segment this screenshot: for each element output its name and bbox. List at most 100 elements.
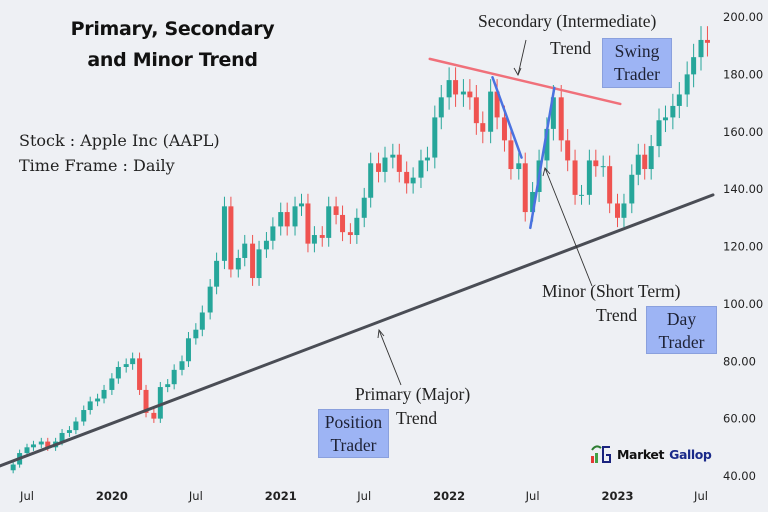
candle-body (326, 206, 332, 238)
x-tick-label: Jul (356, 489, 371, 503)
candle-body (494, 91, 500, 118)
candle-body (354, 217, 360, 236)
candle-body (284, 212, 290, 227)
x-axis: Jul 2020 Jul 2021 Jul 2022 Jul 2023 Jul (19, 489, 708, 503)
candle-body (488, 91, 494, 132)
market-gallop-logo: Market Gallop (590, 444, 712, 464)
candle-body (691, 57, 697, 75)
x-tick-label: 2020 (96, 489, 128, 503)
candle-body (199, 312, 205, 330)
candle-body (572, 160, 578, 195)
candle-body (586, 160, 592, 195)
candle-body (270, 226, 276, 241)
candle-body (298, 203, 304, 207)
candle-body (614, 203, 620, 218)
candle-body (382, 157, 388, 172)
secondary-arrow-head (513, 67, 522, 77)
candle-body (544, 128, 550, 161)
candle-body (480, 123, 486, 132)
x-tick-label: Jul (188, 489, 203, 503)
candle-body (656, 120, 662, 147)
candle-body (115, 366, 121, 379)
y-tick-label: 180.00 (723, 67, 763, 81)
candle-body (87, 401, 93, 411)
candles (10, 26, 710, 474)
candle-body (438, 97, 444, 118)
candle-body (662, 117, 668, 121)
swing-trader-line-2: Trader (613, 64, 660, 84)
candle-body (214, 260, 220, 287)
y-tick-label: 160.00 (723, 125, 763, 139)
x-tick-label: 2022 (433, 489, 465, 503)
candle-body (235, 257, 241, 270)
candle-body (24, 447, 30, 454)
secondary-trendline (428, 57, 622, 106)
candle-body (642, 154, 648, 170)
candle-body (45, 441, 51, 448)
secondary-arrow (517, 39, 527, 76)
candle-body (165, 384, 171, 388)
x-tick-label: 2021 (265, 489, 297, 503)
primary-trend-word: Trend (396, 408, 438, 428)
title-line-2: and Minor Trend (87, 49, 258, 71)
y-axis: 40.00 60.00 80.00 100.00 120.00 140.00 160.00 1… (723, 10, 763, 483)
candle-body (263, 240, 269, 250)
candle-body (467, 91, 473, 98)
y-tick-label: 40.00 (723, 469, 756, 483)
candle-body (81, 410, 87, 422)
annotation-arrows (377, 39, 593, 386)
candle-body (242, 243, 248, 258)
candle-body (432, 117, 438, 158)
candle-body (278, 212, 284, 227)
candle-body (143, 389, 149, 413)
position-trader-line-1: Position (324, 412, 383, 432)
candle-body (629, 174, 635, 204)
candle-body (340, 214, 346, 233)
candle-body (123, 364, 129, 367)
candle-body (333, 206, 339, 215)
candle-body (550, 97, 556, 129)
day-trader-line-2: Trader (658, 332, 705, 352)
secondary-trend-label: Secondary (Intermediate) (478, 11, 657, 31)
primary-arrow (378, 329, 402, 386)
minor-trend-label: Minor (Short Term) (542, 281, 681, 301)
primary-trend-label: Primary (Major) (355, 384, 471, 404)
y-tick-label: 140.00 (723, 182, 763, 196)
candle-body (676, 94, 682, 106)
candle-body (157, 387, 163, 419)
candle-body (593, 160, 599, 167)
candle-body (501, 117, 507, 141)
candle-body (305, 203, 311, 244)
candle-body (460, 91, 466, 95)
candle-body (508, 140, 514, 170)
position-trader-box: Position Trader (318, 409, 389, 458)
candle-body (473, 97, 479, 124)
candle-body (376, 163, 382, 172)
primary-trendline (0, 193, 715, 468)
swing-trader-line-1: Swing (614, 41, 660, 61)
candle-body (396, 154, 402, 172)
candle-body (30, 444, 36, 448)
logo-text-market: Market (617, 446, 665, 462)
candle-body (250, 243, 256, 279)
candle-body (404, 171, 410, 184)
candle-body (648, 146, 654, 170)
day-trader-box: Day Trader (646, 306, 717, 354)
candle-body (600, 166, 606, 168)
position-trader-line-2: Trader (330, 435, 377, 455)
candle-body (59, 432, 65, 442)
candle-body (698, 39, 704, 58)
candle-body (368, 163, 374, 198)
candle-body (390, 154, 396, 158)
y-tick-label: 100.00 (723, 297, 763, 311)
candle-body (558, 97, 564, 141)
candle-body (256, 249, 262, 279)
minor-arrow-head (542, 167, 551, 177)
y-tick-label: 200.00 (723, 10, 763, 24)
chart-title: Primary, Secondary and Minor Trend (40, 14, 305, 76)
candle-body (522, 163, 528, 213)
candle-body (137, 358, 143, 390)
title-line-1: Primary, Secondary (70, 18, 275, 40)
swing-trader-box: Swing Trader (602, 38, 672, 88)
candle-body (607, 166, 613, 204)
